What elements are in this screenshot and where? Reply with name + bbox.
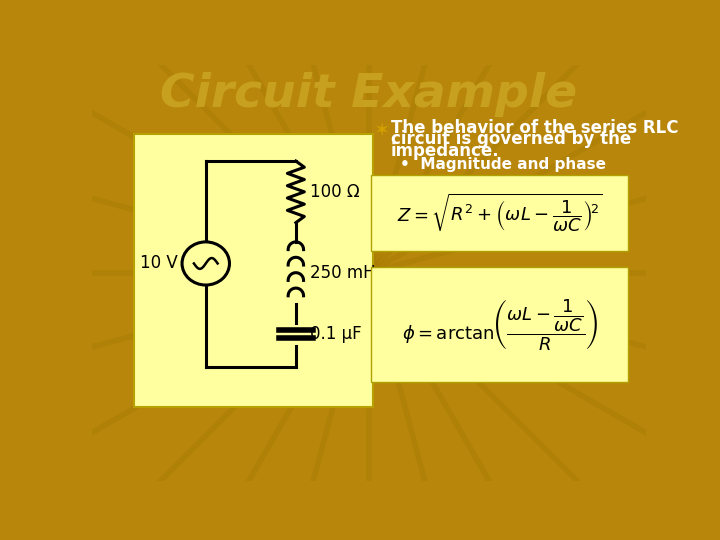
Text: $\phi = \arctan\!\left(\dfrac{\omega L - \dfrac{1}{\omega C}}{R}\right)$: $\phi = \arctan\!\left(\dfrac{\omega L -… (402, 297, 598, 352)
FancyBboxPatch shape (134, 134, 373, 408)
Text: 100 Ω: 100 Ω (310, 183, 359, 201)
Text: 10 V: 10 V (140, 254, 178, 273)
Text: $Z = \sqrt{R^2 + \left(\omega L - \dfrac{1}{\omega C}\right)^{\!2}}$: $Z = \sqrt{R^2 + \left(\omega L - \dfrac… (397, 192, 603, 234)
Text: impedance.: impedance. (390, 142, 499, 160)
Text: •  Magnitude and phase: • Magnitude and phase (400, 157, 606, 172)
Text: The behavior of the series RLC: The behavior of the series RLC (390, 119, 678, 137)
Text: 250 mH: 250 mH (310, 264, 375, 282)
FancyBboxPatch shape (372, 175, 629, 251)
Text: Circuit Example: Circuit Example (161, 72, 577, 117)
Text: ✶: ✶ (373, 121, 390, 140)
Text: 0.1 μF: 0.1 μF (310, 325, 361, 343)
FancyBboxPatch shape (372, 267, 629, 382)
Text: circuit is governed by the: circuit is governed by the (390, 131, 631, 149)
